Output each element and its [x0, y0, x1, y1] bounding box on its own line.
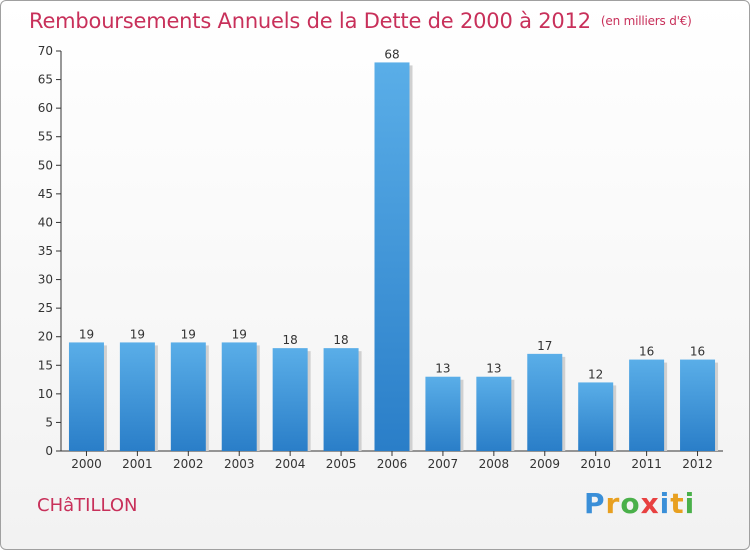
y-tick-label: 60: [38, 101, 53, 115]
bar: [680, 359, 716, 451]
y-tick-label: 25: [38, 301, 53, 315]
logo-letter: P: [584, 487, 606, 520]
logo-letter: t: [670, 487, 685, 520]
x-tick-label: 2002: [173, 457, 204, 471]
y-tick-label: 0: [45, 444, 53, 458]
x-tick-label: 2003: [224, 457, 255, 471]
data-labels: 19 19 19 19 18 18 68 13 13 17 12 16 16: [79, 47, 705, 381]
bar: [323, 348, 359, 451]
y-tick-label: 30: [38, 273, 53, 287]
x-tick-label: 2009: [529, 457, 560, 471]
data-label: 13: [435, 362, 450, 376]
data-label: 19: [130, 327, 145, 341]
chart-title-text: Remboursements Annuels de la Dette de 20…: [29, 9, 591, 33]
y-tick-label: 10: [38, 387, 53, 401]
bar: [221, 342, 257, 451]
data-label: 18: [283, 333, 298, 347]
data-label: 19: [79, 327, 94, 341]
x-tick-label: 2012: [682, 457, 713, 471]
y-tick-label: 15: [38, 358, 53, 372]
data-label: 19: [232, 327, 247, 341]
bar: [476, 376, 512, 451]
y-tick-label: 65: [38, 73, 53, 87]
bar: [374, 62, 410, 452]
x-tick-label: 2000: [71, 457, 102, 471]
bar: [629, 359, 665, 451]
logo-letter: i: [684, 487, 696, 520]
data-label: 16: [690, 345, 705, 359]
x-tick-label: 2006: [377, 457, 408, 471]
x-tick-label: 2001: [122, 457, 153, 471]
bar: [425, 376, 461, 451]
data-label: 16: [639, 345, 654, 359]
bar: [119, 342, 155, 451]
y-tick-label: 40: [38, 215, 53, 229]
data-label: 12: [588, 367, 603, 381]
y-tick-label: 50: [38, 158, 53, 172]
bar: [272, 348, 308, 451]
axes: 0 5 10 15 20 25 30 35 40 45 50 55 60 65 70 2000 2001 2002…: [38, 44, 723, 471]
x-tick-label: 2011: [631, 457, 662, 471]
bar: [68, 342, 104, 451]
data-label: 68: [384, 47, 399, 61]
data-label: 18: [333, 333, 348, 347]
bar: [578, 382, 614, 451]
bars: [68, 62, 719, 452]
x-tick-label: 2007: [428, 457, 459, 471]
y-tick-label: 45: [38, 187, 53, 201]
bar: [170, 342, 206, 451]
proxiti-logo: Proxiti: [584, 487, 695, 520]
x-tick-label: 2004: [275, 457, 306, 471]
y-tick-label: 5: [45, 415, 53, 429]
data-label: 17: [537, 339, 552, 353]
chart-title: Remboursements Annuels de la Dette de 20…: [29, 9, 692, 33]
logo-letter: r: [605, 487, 621, 520]
bar: [527, 353, 563, 451]
chart-subtitle: (en milliers d'€): [600, 14, 692, 28]
y-tick-label: 20: [38, 330, 53, 344]
place-name: CHâTILLON: [37, 495, 138, 516]
logo-letter: i: [659, 487, 671, 520]
data-label: 19: [181, 327, 196, 341]
x-tick-label: 2005: [326, 457, 357, 471]
logo-letter: o: [620, 487, 641, 520]
y-tick-label: 70: [38, 44, 53, 58]
y-tick-label: 35: [38, 244, 53, 258]
x-tick-label: 2010: [580, 457, 611, 471]
x-tick-label: 2008: [479, 457, 510, 471]
y-tick-label: 55: [38, 130, 53, 144]
data-label: 13: [486, 362, 501, 376]
logo-letter: x: [640, 487, 660, 520]
